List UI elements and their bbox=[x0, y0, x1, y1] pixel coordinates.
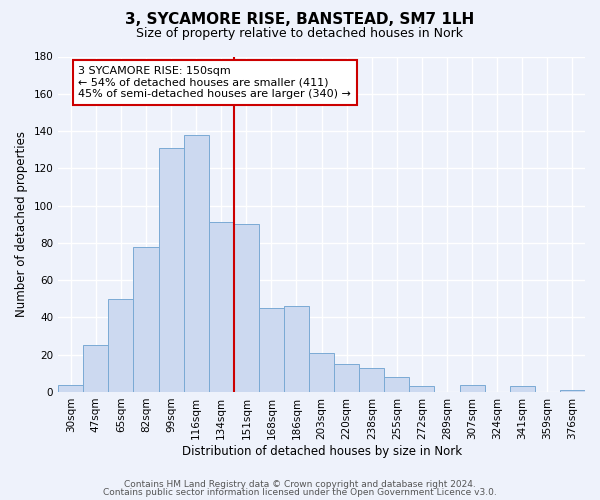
Text: Contains public sector information licensed under the Open Government Licence v3: Contains public sector information licen… bbox=[103, 488, 497, 497]
X-axis label: Distribution of detached houses by size in Nork: Distribution of detached houses by size … bbox=[182, 444, 461, 458]
Bar bbox=[58, 384, 83, 392]
Text: 3 SYCAMORE RISE: 150sqm
← 54% of detached houses are smaller (411)
45% of semi-d: 3 SYCAMORE RISE: 150sqm ← 54% of detache… bbox=[78, 66, 351, 99]
Bar bbox=[460, 384, 485, 392]
Bar bbox=[158, 148, 184, 392]
Bar bbox=[284, 306, 309, 392]
Bar bbox=[109, 299, 133, 392]
Bar bbox=[334, 364, 359, 392]
Y-axis label: Number of detached properties: Number of detached properties bbox=[15, 131, 28, 317]
Bar bbox=[385, 377, 409, 392]
Text: Contains HM Land Registry data © Crown copyright and database right 2024.: Contains HM Land Registry data © Crown c… bbox=[124, 480, 476, 489]
Bar bbox=[409, 386, 434, 392]
Bar bbox=[259, 308, 284, 392]
Bar bbox=[209, 222, 234, 392]
Bar bbox=[234, 224, 259, 392]
Bar bbox=[309, 353, 334, 392]
Bar bbox=[560, 390, 585, 392]
Bar bbox=[184, 135, 209, 392]
Bar bbox=[510, 386, 535, 392]
Text: Size of property relative to detached houses in Nork: Size of property relative to detached ho… bbox=[137, 28, 464, 40]
Bar bbox=[133, 246, 158, 392]
Bar bbox=[359, 368, 385, 392]
Bar bbox=[83, 346, 109, 392]
Text: 3, SYCAMORE RISE, BANSTEAD, SM7 1LH: 3, SYCAMORE RISE, BANSTEAD, SM7 1LH bbox=[125, 12, 475, 28]
